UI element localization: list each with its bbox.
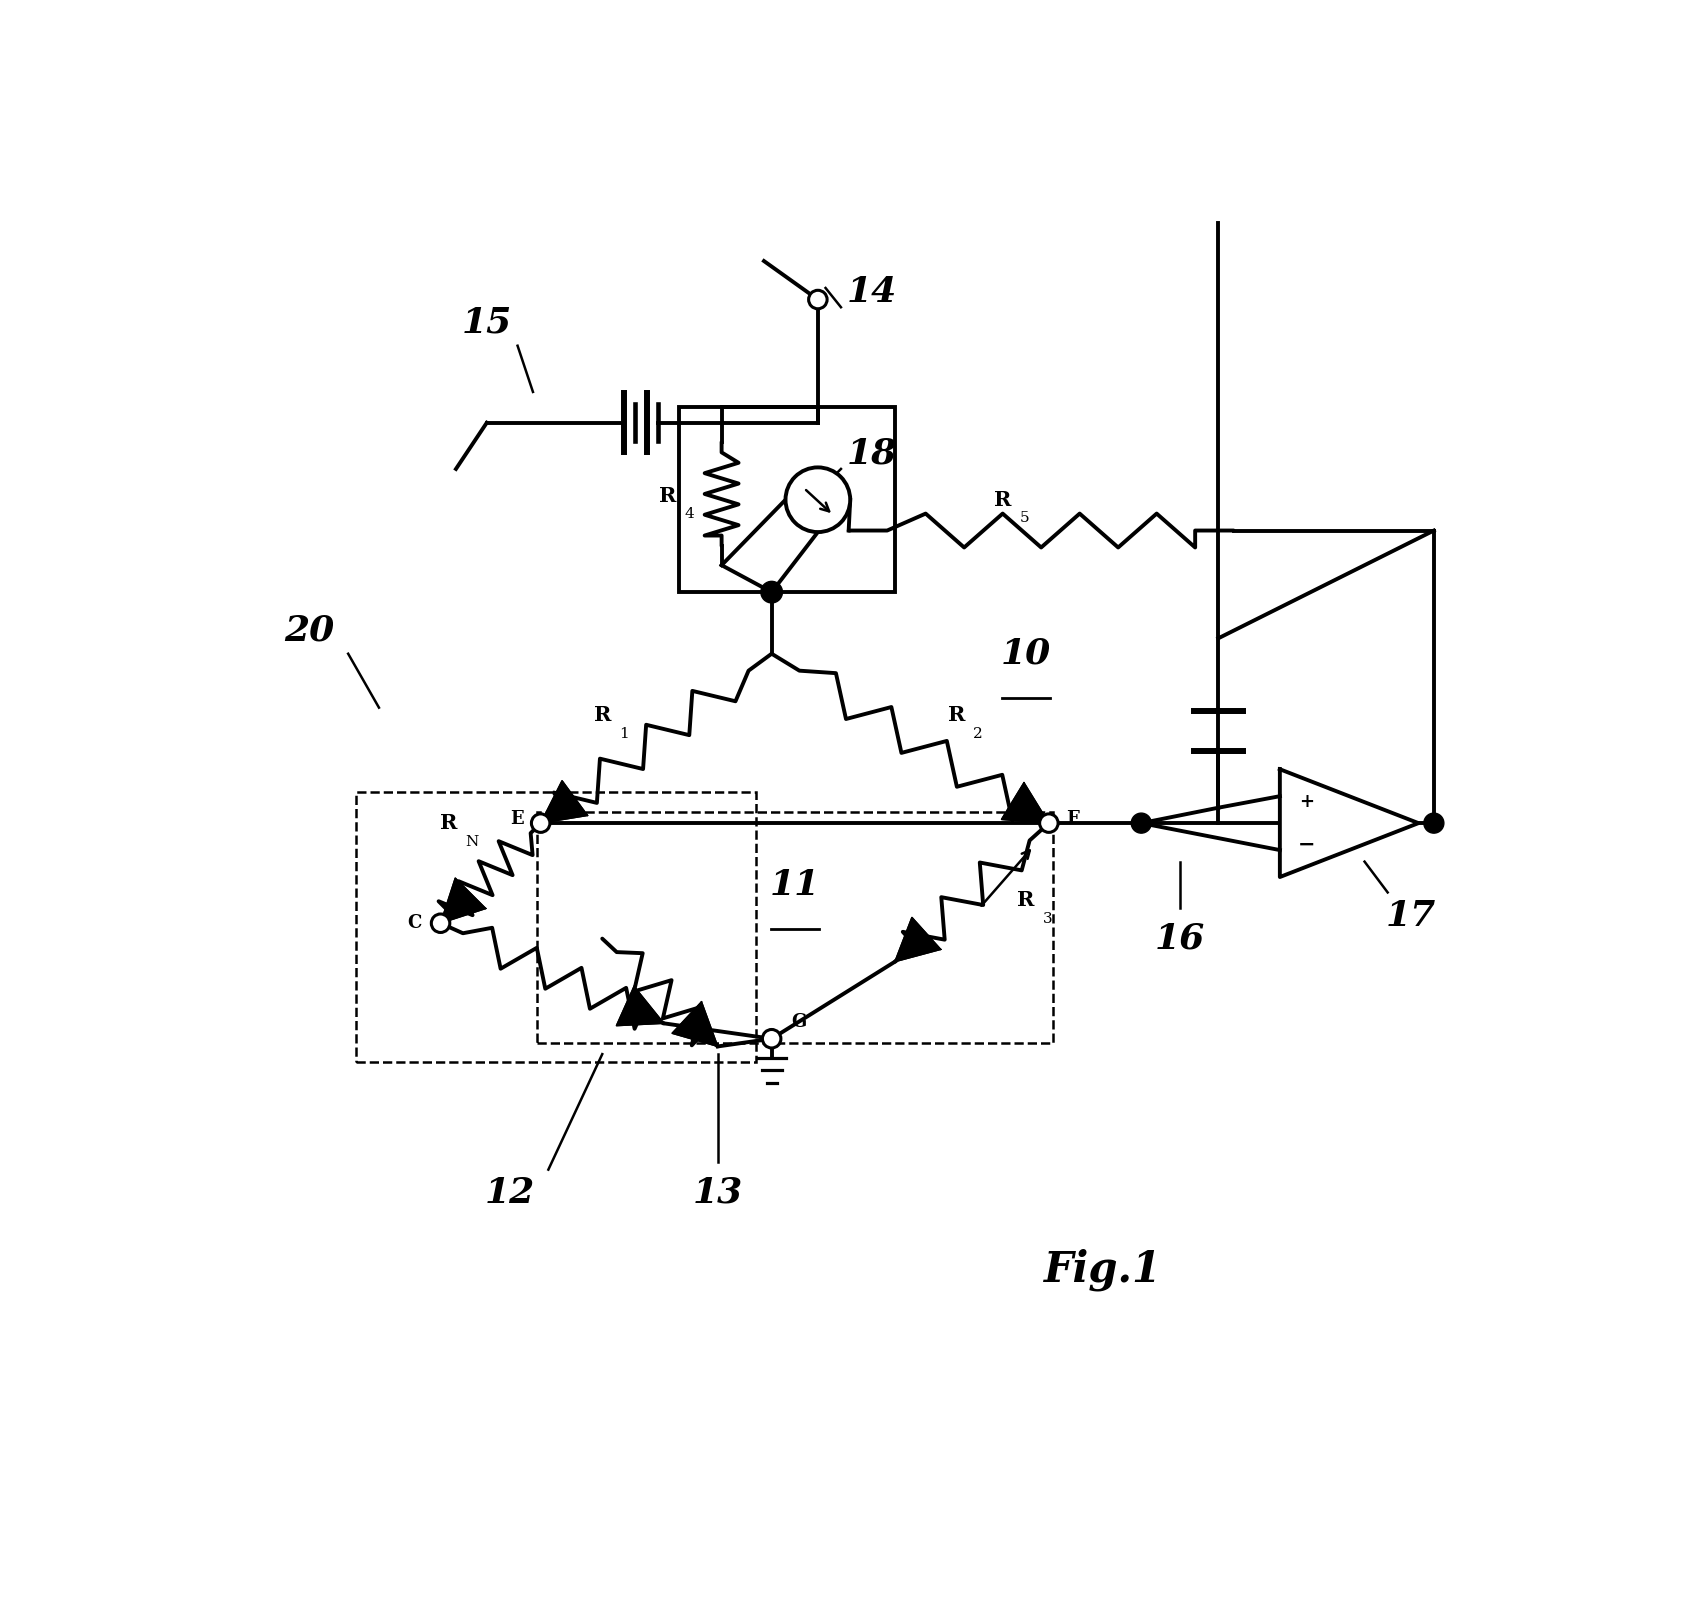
Text: 10: 10 [1000, 637, 1051, 671]
Circle shape [786, 467, 850, 532]
Polygon shape [441, 878, 486, 923]
Text: +: + [1300, 792, 1314, 810]
Text: 16: 16 [1155, 922, 1205, 956]
Circle shape [809, 291, 826, 309]
Circle shape [762, 582, 782, 603]
Text: 11: 11 [770, 868, 820, 902]
Text: 18: 18 [847, 437, 896, 471]
Text: G: G [791, 1012, 806, 1032]
Text: 3: 3 [1043, 912, 1053, 925]
Text: E: E [509, 810, 523, 828]
Text: R: R [1017, 889, 1034, 910]
Text: R: R [440, 813, 457, 833]
Bar [680, 407, 895, 592]
Polygon shape [617, 986, 665, 1025]
Text: F: F [1065, 810, 1079, 828]
Circle shape [431, 914, 450, 933]
Circle shape [1131, 813, 1152, 833]
Circle shape [532, 813, 550, 833]
Text: 4: 4 [685, 508, 695, 521]
Polygon shape [895, 917, 941, 962]
Bar [537, 812, 1053, 1043]
Text: R: R [659, 485, 676, 506]
Text: 20: 20 [285, 613, 334, 648]
Text: 12: 12 [484, 1176, 535, 1210]
Polygon shape [1002, 783, 1050, 823]
Text: 2: 2 [973, 728, 983, 741]
Text: Fig.1: Fig.1 [1045, 1248, 1162, 1290]
Text: R: R [947, 705, 964, 726]
Bar [356, 792, 757, 1062]
Text: 17: 17 [1385, 899, 1436, 933]
Text: 1: 1 [619, 728, 629, 741]
Polygon shape [540, 781, 588, 823]
Polygon shape [671, 1003, 717, 1046]
Text: 15: 15 [462, 306, 511, 340]
Text: 5: 5 [1019, 511, 1029, 526]
Text: 14: 14 [847, 275, 896, 309]
Text: C: C [407, 914, 421, 933]
Text: N: N [465, 834, 479, 849]
Circle shape [1039, 813, 1058, 833]
Circle shape [1425, 813, 1443, 833]
Circle shape [762, 1030, 780, 1048]
Text: 13: 13 [692, 1176, 743, 1210]
Text: R: R [993, 490, 1012, 509]
Text: −: − [1298, 834, 1315, 855]
Text: R: R [593, 705, 612, 726]
Polygon shape [1280, 770, 1418, 876]
